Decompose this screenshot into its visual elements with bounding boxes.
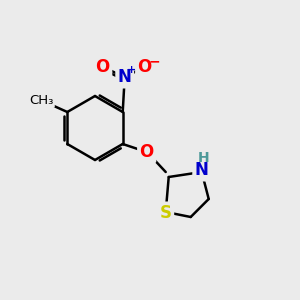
Text: O: O xyxy=(140,143,154,161)
Text: +: + xyxy=(127,65,136,75)
Text: −: − xyxy=(149,54,161,68)
Text: O: O xyxy=(96,58,110,76)
Text: H: H xyxy=(198,151,209,165)
Text: CH₃: CH₃ xyxy=(29,94,53,106)
Text: N: N xyxy=(195,161,209,179)
Text: O: O xyxy=(138,58,152,76)
Text: N: N xyxy=(118,68,132,86)
Text: S: S xyxy=(160,204,172,222)
